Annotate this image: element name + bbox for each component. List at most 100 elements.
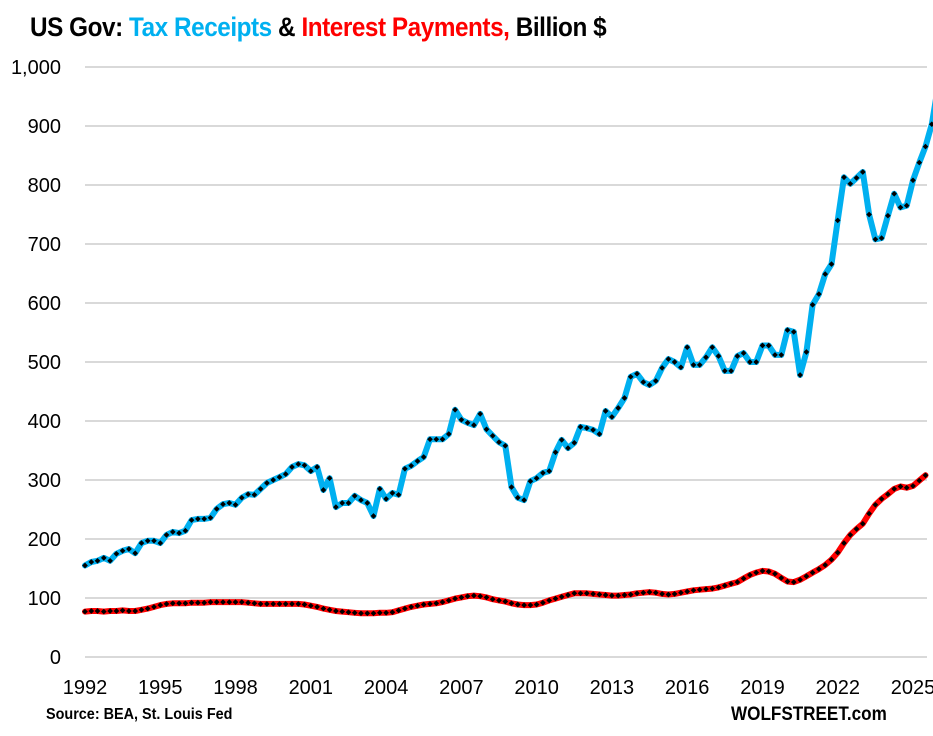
data-point xyxy=(301,462,308,469)
data-point xyxy=(201,516,208,522)
data-point xyxy=(439,436,446,443)
data-point xyxy=(816,566,822,572)
title-ampersand: & xyxy=(271,12,302,42)
y-tick-label: 100 xyxy=(28,588,61,610)
data-point xyxy=(289,601,295,607)
data-point xyxy=(157,540,164,546)
data-point xyxy=(665,356,672,362)
data-point xyxy=(740,575,747,582)
title-unit: Billion $ xyxy=(509,12,607,42)
data-point xyxy=(113,608,120,614)
data-point xyxy=(188,517,195,523)
data-point xyxy=(627,591,634,598)
data-point xyxy=(784,327,791,333)
x-tick-label: 2013 xyxy=(590,677,635,699)
data-point xyxy=(696,586,703,593)
data-point xyxy=(345,609,352,616)
y-tick-label: 700 xyxy=(28,234,61,256)
data-point xyxy=(847,532,854,538)
data-point xyxy=(496,597,502,604)
data-point xyxy=(245,491,251,498)
data-point xyxy=(615,592,622,599)
data-point xyxy=(753,569,760,576)
brand-label: WOLFSTREET.com xyxy=(731,704,887,725)
series-line-tax-receipts xyxy=(82,98,933,569)
data-point xyxy=(721,582,728,589)
data-point xyxy=(358,610,364,617)
x-tick-label: 2019 xyxy=(740,677,785,699)
data-point xyxy=(389,609,396,616)
data-point xyxy=(734,579,741,585)
data-point xyxy=(903,202,910,209)
data-point xyxy=(483,426,490,433)
data-point xyxy=(427,436,433,443)
data-point xyxy=(138,540,145,546)
data-point xyxy=(640,589,647,596)
data-point xyxy=(107,608,113,614)
data-point xyxy=(822,562,829,568)
data-point xyxy=(213,599,220,605)
data-point xyxy=(232,599,239,605)
data-point xyxy=(671,359,678,365)
data-point xyxy=(270,601,277,607)
data-point xyxy=(226,500,233,506)
data-point xyxy=(351,493,358,499)
data-point xyxy=(295,601,302,607)
data-point xyxy=(496,439,502,446)
data-point xyxy=(376,609,383,616)
data-point xyxy=(609,414,615,420)
y-tick-label: 1,000 xyxy=(11,57,61,79)
series-tax-receipts xyxy=(82,98,933,569)
data-point xyxy=(634,370,640,377)
data-point xyxy=(621,395,628,401)
data-point xyxy=(678,589,684,596)
data-point xyxy=(690,587,697,594)
data-point xyxy=(546,597,553,604)
data-point xyxy=(464,593,471,600)
x-tick-label: 2022 xyxy=(815,677,860,699)
data-point xyxy=(841,540,847,546)
data-point xyxy=(301,601,308,608)
data-point xyxy=(540,470,546,476)
data-point xyxy=(558,437,565,443)
data-point xyxy=(119,547,126,554)
data-point xyxy=(238,599,245,605)
data-point xyxy=(734,353,741,359)
data-point xyxy=(596,591,603,598)
data-point xyxy=(910,177,916,184)
data-point xyxy=(508,600,515,607)
data-point xyxy=(314,604,320,610)
data-point xyxy=(94,557,101,564)
data-point xyxy=(289,464,295,470)
data-point xyxy=(740,350,747,356)
data-point xyxy=(778,352,785,358)
data-point xyxy=(207,599,214,605)
data-point xyxy=(533,475,540,482)
data-point xyxy=(395,491,402,498)
data-point xyxy=(257,601,264,607)
data-point xyxy=(163,532,170,538)
data-point xyxy=(82,562,88,569)
data-point xyxy=(533,601,540,608)
data-point xyxy=(885,491,891,498)
data-point xyxy=(113,550,120,557)
data-point xyxy=(232,501,239,508)
data-point xyxy=(841,174,847,181)
data-point xyxy=(759,342,766,349)
data-point xyxy=(477,411,484,417)
data-point xyxy=(163,601,170,607)
data-point xyxy=(483,594,490,601)
data-point xyxy=(88,559,95,565)
data-point xyxy=(696,362,703,368)
data-point xyxy=(709,585,716,592)
data-point xyxy=(489,432,496,439)
data-point xyxy=(703,586,709,592)
data-point xyxy=(100,555,107,561)
data-point xyxy=(452,595,458,602)
data-point xyxy=(439,599,446,605)
data-point xyxy=(452,406,458,413)
data-point xyxy=(339,608,346,615)
data-point xyxy=(157,602,164,608)
data-point xyxy=(464,419,471,426)
data-point xyxy=(220,599,226,605)
